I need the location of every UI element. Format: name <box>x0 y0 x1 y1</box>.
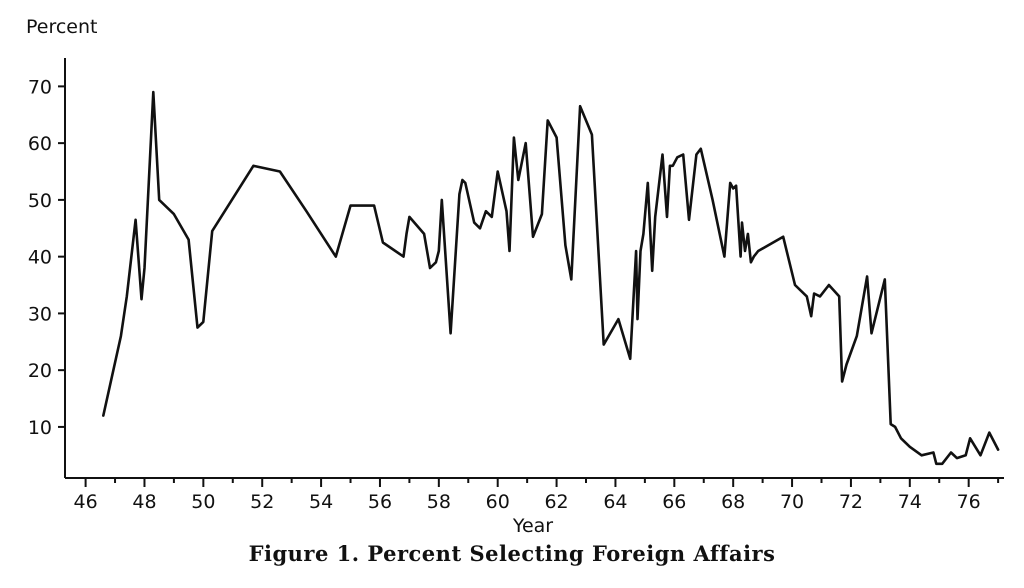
x-tick-label: 56 <box>368 491 392 513</box>
x-tick-label: 66 <box>662 491 686 513</box>
x-tick-label: 62 <box>544 491 568 513</box>
x-tick-label: 46 <box>74 491 98 513</box>
x-tick-label: 52 <box>250 491 274 513</box>
x-tick-label: 68 <box>721 491 745 513</box>
y-axis-title: Percent <box>26 16 98 38</box>
y-tick-label: 30 <box>28 303 52 325</box>
line-chart: Percent 10 20 30 40 50 60 70 46 48 50 52 54 56 58 60 6… <box>26 16 1004 537</box>
series-line <box>102 90 1000 466</box>
x-axis: 46 48 50 52 54 56 58 60 62 64 66 68 70 72 74 76 <box>65 477 1004 513</box>
x-tick-label: 50 <box>191 491 215 513</box>
y-axis: 10 20 30 40 50 60 70 <box>28 58 66 478</box>
y-tick-label: 40 <box>28 247 52 269</box>
x-tick-label: 72 <box>839 491 863 513</box>
y-tick-label: 10 <box>28 417 52 439</box>
x-tick-label: 70 <box>780 491 804 513</box>
x-tick-label: 54 <box>309 491 333 513</box>
series-layer <box>102 90 1000 466</box>
x-tick-label: 64 <box>603 491 627 513</box>
x-tick-label: 58 <box>427 491 451 513</box>
x-axis-title: Year <box>512 515 553 537</box>
y-tick-label: 50 <box>28 190 52 212</box>
y-tick-label: 70 <box>28 76 52 98</box>
y-tick-label: 60 <box>28 133 52 155</box>
x-tick-label: 48 <box>132 491 156 513</box>
x-tick-label: 76 <box>957 491 981 513</box>
x-tick-label: 74 <box>898 491 922 513</box>
x-tick-label: 60 <box>486 491 510 513</box>
y-tick-label: 20 <box>28 360 52 382</box>
figure-caption: Figure 1. Percent Selecting Foreign Affa… <box>248 541 776 566</box>
